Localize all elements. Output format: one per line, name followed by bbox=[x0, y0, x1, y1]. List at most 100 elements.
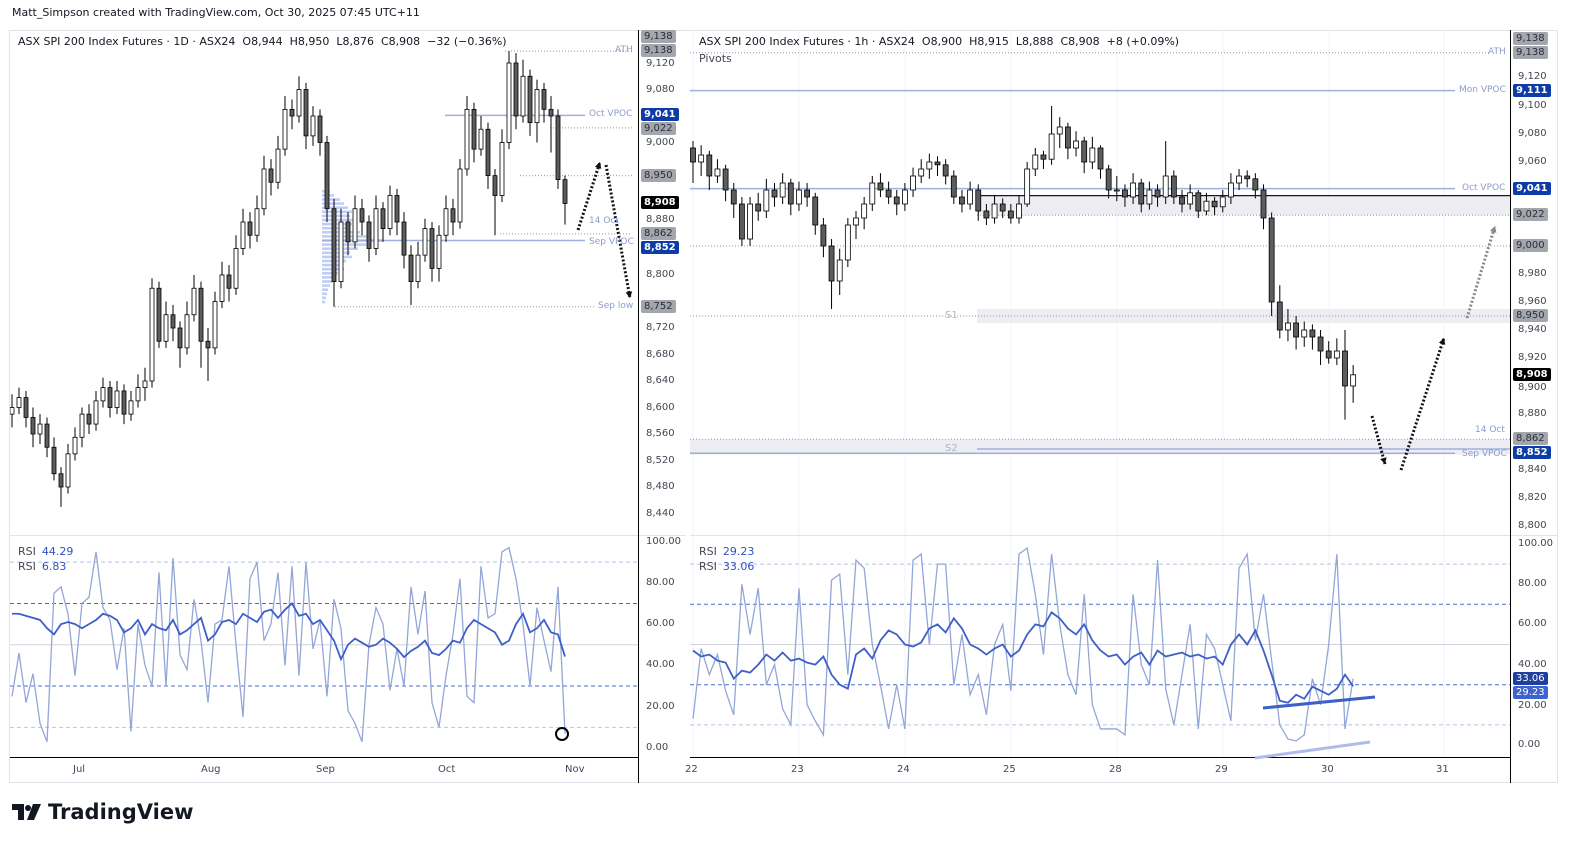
candle-up bbox=[240, 221, 246, 249]
volume-profile-bar bbox=[322, 218, 356, 222]
time-tick: 23 bbox=[791, 764, 804, 775]
candle-up bbox=[415, 254, 421, 283]
rsi-group bbox=[690, 546, 1510, 742]
candle-down bbox=[226, 274, 232, 289]
volume-profile-bar bbox=[322, 296, 326, 300]
volume-profile-bar bbox=[322, 210, 352, 214]
level-label: Sep low bbox=[598, 300, 634, 311]
volume-profile-bar bbox=[322, 288, 328, 291]
price-tick: 9,100 bbox=[1518, 100, 1547, 111]
chart-credit: Matt_Simpson created with TradingView.co… bbox=[12, 6, 420, 19]
candle-down bbox=[1244, 175, 1251, 180]
candle-up bbox=[436, 234, 442, 269]
pivots-indicator-label[interactable]: Pivots bbox=[699, 52, 732, 65]
rsi-slow-line bbox=[692, 611, 1354, 704]
candle-up bbox=[233, 248, 239, 289]
candle-up bbox=[135, 387, 141, 402]
price-tick: 8,680 bbox=[646, 348, 675, 360]
rsi-tick: 60.00 bbox=[646, 618, 675, 630]
candle-down bbox=[942, 164, 949, 177]
time-tick: 25 bbox=[1003, 764, 1016, 775]
rsi-badge: 33.06 bbox=[1513, 672, 1548, 685]
right-symbol-title: ASX SPI 200 Index Futures · 1h · ASX24 bbox=[699, 35, 915, 48]
candle-up bbox=[114, 390, 120, 408]
candle-down bbox=[562, 179, 568, 204]
candle-up bbox=[506, 62, 512, 143]
rsi-tick: 100.00 bbox=[646, 535, 681, 547]
volume-profile-bar bbox=[322, 202, 344, 205]
price-badge: 9,022 bbox=[1513, 208, 1548, 222]
candle-up bbox=[1016, 203, 1022, 219]
candle-down bbox=[934, 161, 941, 166]
price-tick: 9,000 bbox=[646, 136, 675, 148]
candle-down bbox=[1122, 189, 1128, 198]
level-label: S2 bbox=[945, 443, 958, 454]
price-tick: 8,880 bbox=[646, 213, 675, 225]
rsi-value: 6.83 bbox=[41, 560, 67, 573]
left-symbol-title: ASX SPI 200 Index Futures · 1D · ASX24 bbox=[18, 35, 236, 48]
volume-profile-bar bbox=[322, 284, 330, 287]
candle-down bbox=[893, 196, 900, 205]
candle-up bbox=[212, 301, 218, 349]
right-close: C8,908 bbox=[1060, 35, 1100, 48]
tradingview-logo-icon bbox=[12, 804, 41, 820]
candle-down bbox=[950, 175, 957, 198]
rsi-tick: 0.00 bbox=[646, 742, 669, 753]
price-badge: 8,852 bbox=[1513, 446, 1551, 460]
candle-up bbox=[1024, 168, 1031, 205]
candle-up bbox=[1219, 196, 1226, 208]
candle-down bbox=[527, 75, 533, 124]
price-badge: 9,022 bbox=[641, 122, 676, 136]
price-tick: 8,720 bbox=[646, 322, 675, 333]
volume-profile-bar bbox=[322, 255, 352, 259]
price-tick: 8,640 bbox=[646, 375, 675, 386]
candle-down bbox=[820, 224, 827, 247]
candle-up bbox=[796, 189, 802, 205]
price-tick: 8,840 bbox=[1518, 464, 1547, 475]
candle-up bbox=[422, 228, 428, 256]
volume-profile-bar bbox=[322, 292, 327, 296]
candle-down bbox=[1309, 329, 1316, 338]
candle-down bbox=[324, 142, 330, 210]
rsi-name: RSI bbox=[18, 545, 36, 558]
candle-up bbox=[910, 175, 916, 191]
tradingview-logo[interactable]: TradingView bbox=[12, 800, 193, 824]
candle-up bbox=[1301, 329, 1308, 338]
right-low: L8,888 bbox=[1015, 35, 1054, 48]
volume-profile-bar bbox=[322, 206, 348, 209]
candle-up bbox=[10, 407, 15, 415]
candle-down bbox=[555, 115, 561, 180]
rsi-slow-line bbox=[12, 602, 566, 662]
rsi-fast-line bbox=[11, 546, 566, 743]
candle-down bbox=[492, 175, 498, 196]
rsi-tick: 20.00 bbox=[1518, 700, 1547, 711]
candle-down bbox=[86, 413, 92, 425]
candle-down bbox=[828, 245, 835, 282]
candle-down bbox=[170, 314, 176, 329]
candle-down bbox=[156, 287, 162, 342]
price-tick: 8,960 bbox=[1518, 296, 1547, 307]
rsi-tick: 40.00 bbox=[646, 659, 675, 671]
time-tick: 24 bbox=[897, 764, 910, 775]
rsi-badge: 29.23 bbox=[1513, 686, 1548, 699]
volume-profile-bar bbox=[322, 280, 332, 283]
time-tick: Aug bbox=[201, 764, 221, 775]
price-badge: 8,908 bbox=[1513, 367, 1551, 381]
candle-down bbox=[1342, 350, 1348, 387]
candle-down bbox=[177, 327, 183, 349]
projection-arrow-target bbox=[1465, 225, 1497, 319]
price-tick: 9,080 bbox=[1518, 128, 1547, 139]
rsi-oversold-circle bbox=[555, 727, 569, 741]
volume-profile-bar bbox=[322, 235, 367, 238]
candle-up bbox=[534, 89, 540, 124]
candle-up bbox=[72, 436, 78, 455]
candle-up bbox=[254, 208, 260, 236]
candle-down bbox=[983, 210, 990, 219]
candle-down bbox=[1040, 154, 1047, 160]
candle-up bbox=[779, 182, 786, 198]
rsi-name: RSI bbox=[699, 545, 717, 558]
projection-arrow-down-head bbox=[1380, 457, 1387, 464]
candle-down bbox=[1065, 126, 1071, 149]
candle-down bbox=[121, 390, 127, 415]
